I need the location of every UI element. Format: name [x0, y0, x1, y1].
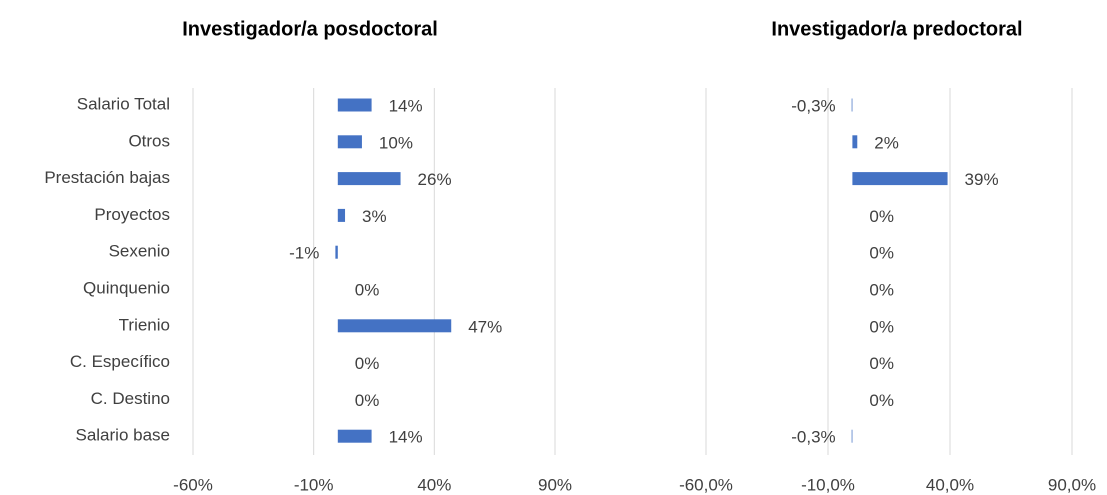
bar	[337, 319, 452, 333]
bar	[852, 135, 858, 149]
data-label: -1%	[289, 244, 319, 263]
data-label: 26%	[418, 170, 452, 189]
y-tick-label: Prestación bajas	[44, 168, 170, 187]
y-tick-label: C. Específico	[70, 352, 170, 371]
data-label: 0%	[355, 354, 380, 373]
y-tick-label: Sexenio	[109, 242, 170, 261]
data-label: 47%	[468, 317, 502, 336]
x-tick-label: 40,0%	[926, 475, 974, 494]
y-tick-label: Otros	[128, 131, 170, 150]
data-label: 0%	[869, 391, 894, 410]
x-tick-label: -60,0%	[679, 475, 733, 494]
data-label: 39%	[965, 170, 999, 189]
x-tick-label: -10%	[294, 475, 334, 494]
bar	[852, 172, 948, 186]
bar	[851, 98, 853, 112]
y-tick-label: C. Destino	[91, 389, 170, 408]
y-tick-label: Salario base	[75, 426, 170, 445]
x-tick-label: 90%	[538, 475, 572, 494]
x-tick-label: 40%	[417, 475, 451, 494]
bar	[337, 172, 401, 186]
bar	[335, 245, 338, 259]
data-label: 0%	[869, 280, 894, 299]
data-label: 0%	[869, 317, 894, 336]
data-label: -0,3%	[791, 428, 835, 447]
chart-title: Investigador/a posdoctoral	[182, 18, 438, 40]
bar	[851, 429, 853, 443]
bar	[337, 429, 372, 443]
data-label: 0%	[869, 207, 894, 226]
data-label: 14%	[389, 428, 423, 447]
y-tick-label: Salario Total	[77, 94, 170, 113]
data-label: 0%	[355, 280, 380, 299]
data-label: 3%	[362, 207, 387, 226]
data-label: -0,3%	[791, 96, 835, 115]
x-tick-label: -60%	[173, 475, 213, 494]
data-label: 0%	[355, 391, 380, 410]
data-label: 14%	[389, 96, 423, 115]
chart-title: Investigador/a predoctoral	[771, 18, 1022, 40]
x-tick-label: -10,0%	[801, 475, 855, 494]
data-label: 0%	[869, 244, 894, 263]
y-tick-label: Proyectos	[94, 205, 170, 224]
bar	[337, 98, 372, 112]
y-tick-label: Quinquenio	[83, 278, 170, 297]
bar	[337, 135, 362, 149]
y-tick-label: Trienio	[119, 315, 170, 334]
x-tick-label: 90,0%	[1048, 475, 1096, 494]
data-label: 2%	[874, 133, 899, 152]
data-label: 0%	[869, 354, 894, 373]
data-label: 10%	[379, 133, 413, 152]
bar	[337, 208, 346, 222]
